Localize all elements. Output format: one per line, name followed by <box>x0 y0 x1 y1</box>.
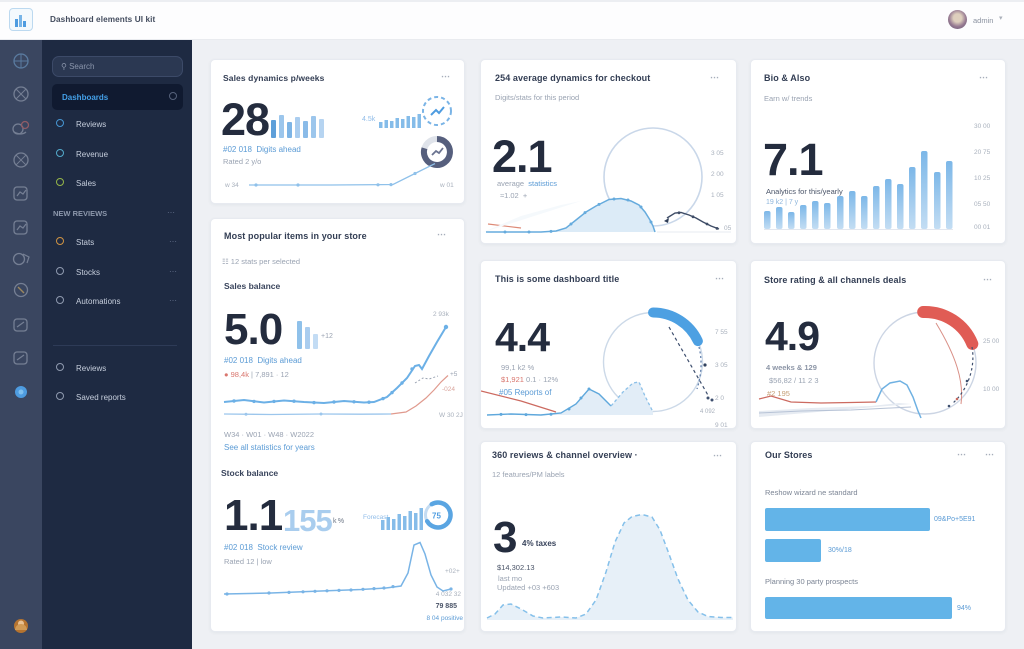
svg-text:25 00: 25 00 <box>983 338 1000 345</box>
svg-text:2 93k: 2 93k <box>433 311 450 318</box>
svg-text:3 05: 3 05 <box>715 362 728 369</box>
svg-text:3 05: 3 05 <box>711 150 724 157</box>
svg-text:1 05: 1 05 <box>711 192 724 199</box>
svg-text:30 00: 30 00 <box>974 123 991 130</box>
svg-text:+5: +5 <box>450 371 458 378</box>
svg-text:2 00: 2 00 <box>711 171 724 178</box>
svg-text:8 04 positive: 8 04 positive <box>427 615 464 622</box>
svg-text:00 01: 00 01 <box>974 224 991 231</box>
svg-text:10 00: 10 00 <box>983 386 1000 393</box>
svg-text:05: 05 <box>724 225 732 232</box>
svg-text:79 885: 79 885 <box>436 603 458 610</box>
svg-text:75: 75 <box>432 512 441 521</box>
svg-text:W 30 2J: W 30 2J <box>439 412 463 419</box>
svg-text:4 032 32: 4 032 32 <box>436 591 462 598</box>
svg-text:2 0: 2 0 <box>715 395 724 402</box>
svg-text:-024: -024 <box>442 386 455 393</box>
svg-text:05 50: 05 50 <box>974 201 991 208</box>
svg-text:10 25: 10 25 <box>974 175 991 182</box>
svg-text:w 34: w 34 <box>224 182 239 189</box>
svg-text:+02+: +02+ <box>445 568 460 575</box>
svg-text:w 01: w 01 <box>439 182 454 189</box>
svg-text:7 55: 7 55 <box>715 329 728 336</box>
svg-text:4 092: 4 092 <box>700 409 716 415</box>
svg-text:9 01: 9 01 <box>715 422 728 429</box>
svg-text:20 75: 20 75 <box>974 149 991 156</box>
